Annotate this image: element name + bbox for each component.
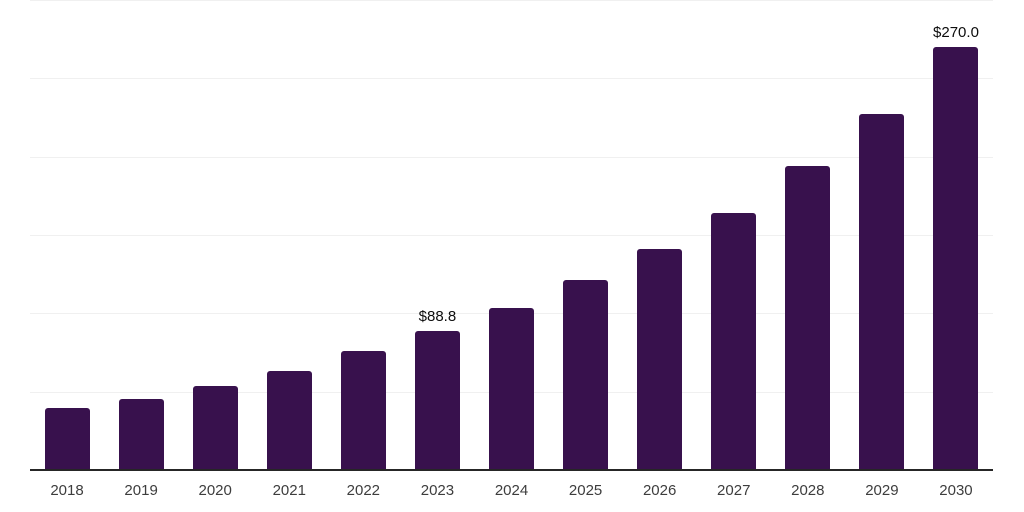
gridline-300 — [30, 0, 993, 1]
bar-2030 — [933, 47, 979, 470]
bar-2028 — [785, 166, 831, 470]
gridline-200 — [30, 156, 993, 158]
x-tick-label-2029: 2029 — [865, 482, 899, 499]
bar-slot-2023: $88.8 — [400, 0, 474, 470]
bar-2023 — [414, 330, 460, 470]
bar-2018 — [44, 408, 90, 470]
bar-2019 — [118, 398, 164, 470]
bar-2029 — [859, 114, 905, 470]
bars-container: $88.8 $270.0 — [30, 0, 993, 470]
bar-slot-2030: $270.0 — [919, 0, 993, 470]
bar-2024 — [489, 307, 534, 470]
x-tick-label-2026: 2026 — [642, 482, 677, 499]
bar-slot-2026 — [623, 0, 697, 470]
x-axis-labels: 2018 2019 2020 2021 2022 2023 2024 2025 2026 2027… — [30, 483, 993, 499]
bar-2026 — [637, 249, 683, 470]
x-tick-label-2021: 2021 — [272, 482, 306, 499]
x-tick-label-2022: 2022 — [346, 482, 381, 499]
bar-slot-2018 — [30, 0, 104, 470]
bar-2027 — [711, 212, 757, 470]
x-tick-label-2020: 2020 — [198, 482, 232, 499]
bar-slot-2021 — [252, 0, 326, 470]
gridline-250 — [30, 78, 993, 80]
x-tick-label-2024: 2024 — [494, 482, 529, 499]
bar-2020 — [192, 385, 238, 470]
value-label-2030: $270.0 — [933, 24, 979, 41]
bar-slot-2028 — [771, 0, 845, 470]
x-tick-label-2030: 2030 — [939, 482, 973, 499]
plot-area: $88.8 $270.0 — [30, 0, 993, 471]
x-tick-label-2027: 2027 — [717, 482, 751, 499]
bar-slot-2022 — [326, 0, 400, 470]
bar-2025 — [563, 280, 609, 470]
x-tick-label-2023: 2023 — [420, 482, 455, 499]
bar-slot-2020 — [178, 0, 252, 470]
x-tick-label-2028: 2028 — [791, 482, 825, 499]
value-label-2023: $88.8 — [418, 307, 457, 325]
bar-slot-2025 — [549, 0, 623, 470]
x-tick-label-2025: 2025 — [568, 482, 603, 499]
bar-slot-2024 — [474, 0, 548, 470]
x-tick-label-2018: 2018 — [50, 482, 84, 499]
gridline-150 — [30, 235, 993, 236]
bar-slot-2019 — [104, 0, 178, 470]
x-tick-label-2019: 2019 — [124, 482, 158, 499]
bar-slot-2029 — [845, 0, 919, 470]
x-axis-line — [30, 469, 993, 471]
bar-2022 — [340, 351, 386, 470]
bar-2021 — [266, 370, 312, 470]
bar-slot-2027 — [697, 0, 771, 470]
